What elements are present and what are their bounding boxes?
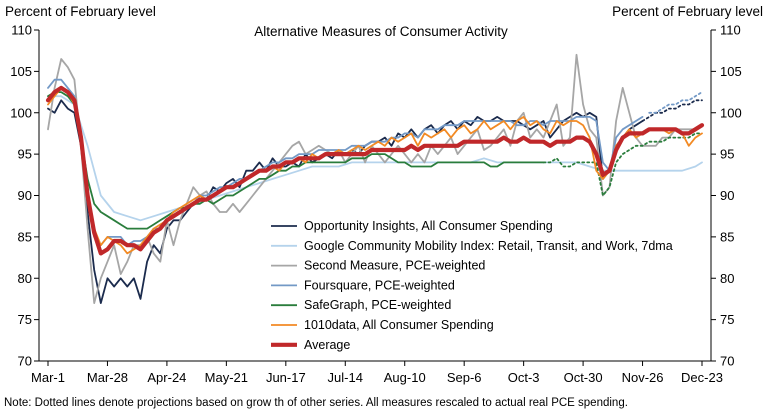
legend-label: Second Measure, PCE-weighted: [304, 259, 485, 273]
tick-layer: 70 70 75 75 80 80 85 85 90 90 95 95 100 100 105 105 110 1…: [10, 23, 741, 386]
legend-label: Google Community Mobility Index: Retail,…: [304, 239, 673, 253]
y-tick-label-left: 90: [18, 188, 32, 203]
y-tick-label-left: 95: [18, 147, 32, 162]
chart-note: Note: Dotted lines denote projections ba…: [4, 397, 628, 409]
x-tick-label: Mar-1: [31, 370, 65, 385]
x-tick-label: Nov-26: [622, 370, 664, 385]
y-axis-label-right: Percent of February level: [612, 4, 763, 19]
y-tick-label-left: 75: [18, 312, 32, 327]
y-tick-label-right: 75: [720, 312, 734, 327]
series-line: [45, 85, 705, 256]
y-tick-label-left: 105: [10, 64, 32, 79]
legend-label: 1010data, All Consumer Spending: [304, 318, 494, 332]
series-average: [45, 85, 705, 256]
y-axis-label-left: Percent of February level: [5, 4, 156, 19]
legend-label: Foursquare, PCE-weighted: [304, 278, 455, 292]
series-layer: [45, 53, 705, 304]
y-tick-label-left: 85: [18, 229, 32, 244]
series-line: [47, 87, 703, 255]
x-tick-label: Sep-6: [447, 370, 482, 385]
legend-label: Opportunity Insights, All Consumer Spend…: [304, 219, 553, 233]
y-tick-label-right: 110: [720, 23, 741, 38]
series-safegraph-pce-weighted: [47, 91, 703, 230]
y-tick-label-left: 100: [10, 105, 32, 120]
y-tick-label-right: 90: [720, 188, 734, 203]
y-tick-label-right: 100: [720, 105, 742, 120]
x-tick-label: Dec-23: [681, 370, 723, 385]
series-google-community-mobility-index-retail-transit-and-work-7dma: [47, 95, 703, 222]
legend: Opportunity Insights, All Consumer Spend…: [271, 219, 673, 352]
x-tick-label: Mar-28: [87, 370, 128, 385]
series-projection-line: [641, 99, 703, 122]
y-tick-label-right: 85: [720, 229, 734, 244]
series-opportunity-insights-all-consumer-spending: [47, 99, 703, 304]
y-tick-label-left: 70: [18, 354, 32, 369]
x-tick-label: Jul-14: [328, 370, 363, 385]
x-tick-label: Apr-24: [147, 370, 186, 385]
chart-title: Alternative Measures of Consumer Activit…: [254, 24, 508, 39]
series-projection-line: [648, 91, 703, 114]
x-tick-label: Jun-17: [266, 370, 306, 385]
series-projection-line: [542, 132, 703, 198]
legend-label: Average: [304, 338, 350, 352]
x-tick-label: May-21: [205, 370, 248, 385]
x-tick-label: Oct-30: [564, 370, 603, 385]
y-tick-label-right: 70: [720, 354, 734, 369]
y-tick-label-right: 95: [720, 147, 734, 162]
y-tick-label-right: 105: [720, 64, 742, 79]
series-line: [47, 99, 644, 304]
x-tick-label: Aug-10: [384, 370, 426, 385]
series-line: [47, 95, 703, 222]
series-1010data-all-consumer-spending: [47, 87, 703, 255]
y-tick-label-right: 80: [720, 271, 734, 286]
y-tick-label-left: 80: [18, 271, 32, 286]
x-tick-label: Oct-3: [508, 370, 540, 385]
series-line: [47, 91, 545, 230]
y-tick-label-left: 110: [11, 23, 32, 38]
legend-label: SafeGraph, PCE-weighted: [304, 298, 451, 312]
